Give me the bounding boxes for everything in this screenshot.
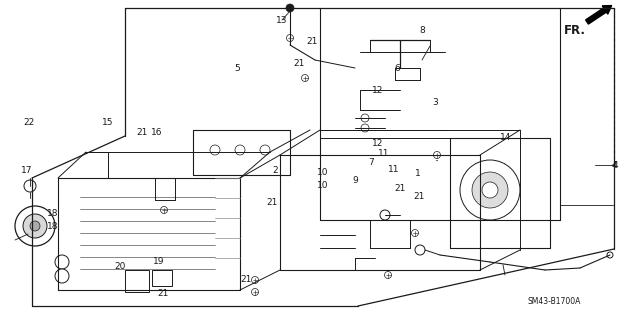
Circle shape bbox=[210, 145, 220, 155]
Circle shape bbox=[287, 34, 294, 41]
Text: 21: 21 bbox=[241, 275, 252, 284]
Circle shape bbox=[607, 252, 613, 258]
Circle shape bbox=[361, 124, 369, 132]
Circle shape bbox=[385, 271, 392, 278]
Text: SM43-B1700A: SM43-B1700A bbox=[527, 298, 580, 307]
Text: 6: 6 bbox=[394, 64, 399, 73]
Circle shape bbox=[55, 269, 69, 283]
Text: 21: 21 bbox=[307, 37, 318, 46]
Text: 16: 16 bbox=[151, 128, 163, 137]
FancyArrow shape bbox=[586, 5, 612, 24]
Text: 18: 18 bbox=[47, 222, 58, 231]
Circle shape bbox=[24, 180, 36, 192]
Text: 2: 2 bbox=[273, 166, 278, 175]
Circle shape bbox=[260, 145, 270, 155]
Text: 7: 7 bbox=[369, 158, 374, 167]
Circle shape bbox=[15, 206, 55, 246]
Text: 9: 9 bbox=[353, 176, 358, 185]
Text: 11: 11 bbox=[388, 165, 399, 174]
Circle shape bbox=[482, 182, 498, 198]
Text: 4: 4 bbox=[613, 160, 619, 169]
Circle shape bbox=[433, 152, 440, 159]
Text: 21: 21 bbox=[136, 128, 148, 137]
Bar bbox=[152, 270, 172, 286]
Text: 13: 13 bbox=[276, 16, 287, 25]
Text: 21: 21 bbox=[157, 289, 169, 298]
Circle shape bbox=[286, 4, 294, 12]
Text: 14: 14 bbox=[500, 133, 511, 142]
Text: 3: 3 bbox=[433, 98, 438, 107]
Text: 20: 20 bbox=[115, 262, 126, 271]
Text: 1: 1 bbox=[415, 169, 420, 178]
Text: 21: 21 bbox=[394, 184, 406, 193]
Circle shape bbox=[55, 255, 69, 269]
Text: 11: 11 bbox=[378, 149, 390, 158]
Text: 19: 19 bbox=[153, 257, 164, 266]
Circle shape bbox=[235, 145, 245, 155]
Circle shape bbox=[301, 75, 308, 81]
Circle shape bbox=[472, 172, 508, 208]
Text: 10: 10 bbox=[317, 168, 329, 177]
Text: 21: 21 bbox=[293, 59, 305, 68]
Text: 21: 21 bbox=[413, 192, 425, 201]
Text: 15: 15 bbox=[102, 118, 113, 127]
Text: 18: 18 bbox=[47, 209, 58, 218]
Text: 12: 12 bbox=[372, 86, 383, 95]
Text: 22: 22 bbox=[23, 118, 35, 127]
Text: 17: 17 bbox=[21, 166, 33, 175]
Text: 8: 8 bbox=[420, 26, 425, 35]
Circle shape bbox=[415, 245, 425, 255]
Text: 5: 5 bbox=[234, 64, 239, 73]
Circle shape bbox=[161, 206, 168, 213]
Circle shape bbox=[380, 210, 390, 220]
Circle shape bbox=[361, 114, 369, 122]
Circle shape bbox=[252, 288, 259, 295]
Circle shape bbox=[460, 160, 520, 220]
Text: 10: 10 bbox=[317, 181, 329, 189]
Text: 12: 12 bbox=[372, 139, 383, 148]
Circle shape bbox=[412, 229, 419, 236]
Circle shape bbox=[252, 277, 259, 284]
Text: 4: 4 bbox=[612, 161, 617, 170]
Text: 21: 21 bbox=[266, 198, 278, 207]
Circle shape bbox=[23, 214, 47, 238]
Bar bbox=[125, 270, 149, 292]
Text: FR.: FR. bbox=[564, 24, 586, 36]
Circle shape bbox=[30, 221, 40, 231]
